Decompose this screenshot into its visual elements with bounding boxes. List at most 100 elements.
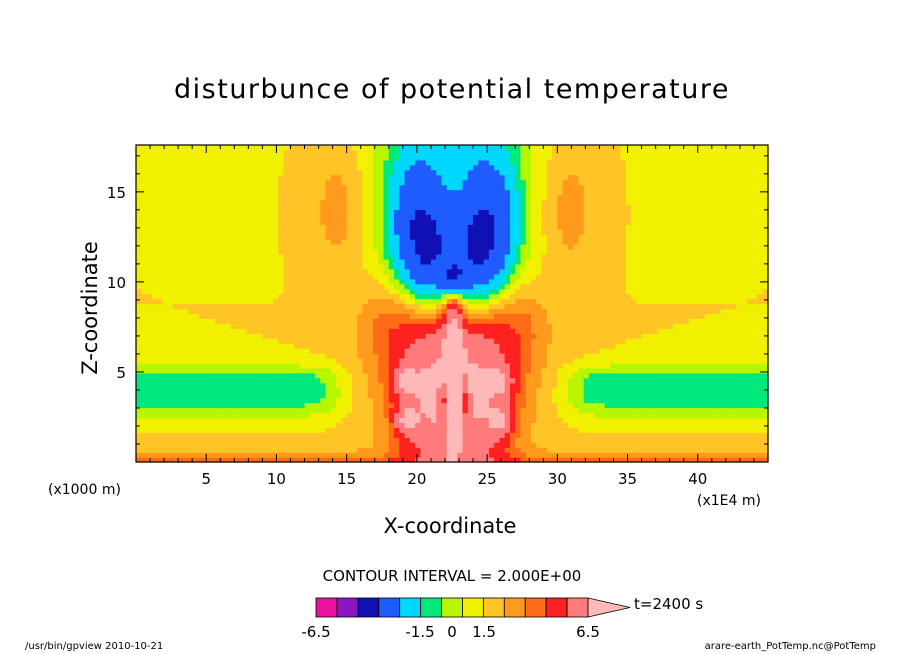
- heatmap-cell: [199, 432, 206, 438]
- heatmap-cell: [378, 377, 385, 384]
- heatmap-cell: [283, 392, 290, 399]
- heatmap-cell: [715, 362, 722, 369]
- heatmap-cell: [741, 417, 748, 423]
- heatmap-cell: [409, 457, 416, 463]
- heatmap-cell: [457, 362, 464, 369]
- heatmap-cell: [636, 402, 643, 409]
- heatmap-cell: [546, 308, 553, 314]
- heatmap-cell: [299, 457, 306, 463]
- heatmap-cell: [183, 253, 190, 260]
- heatmap-cell: [515, 367, 522, 374]
- heatmap-cell: [141, 278, 148, 285]
- heatmap-cell: [288, 313, 295, 319]
- heatmap-cell: [162, 387, 169, 394]
- heatmap-cell: [620, 308, 627, 314]
- heatmap-cell: [388, 298, 395, 305]
- heatmap-cell: [599, 283, 606, 290]
- heatmap-cell: [383, 258, 390, 265]
- heatmap-cell: [251, 442, 258, 448]
- heatmap-cell: [172, 268, 179, 275]
- heatmap-cell: [525, 353, 532, 359]
- heatmap-cell: [720, 372, 727, 379]
- heatmap-cell: [557, 353, 564, 359]
- heatmap-cell: [604, 417, 611, 423]
- heatmap-cell: [357, 417, 364, 423]
- heatmap-cell: [288, 273, 295, 280]
- heatmap-cell: [167, 283, 174, 290]
- heatmap-cell: [494, 417, 500, 423]
- heatmap-cell: [283, 328, 290, 334]
- heatmap-cell: [488, 338, 495, 344]
- heatmap-cell: [278, 353, 285, 359]
- heatmap-cell: [351, 258, 358, 265]
- heatmap-cell: [667, 367, 674, 374]
- heatmap-cell: [304, 422, 311, 428]
- heatmap-cell: [178, 422, 184, 428]
- heatmap-cell: [272, 333, 279, 339]
- heatmap-cell: [278, 323, 285, 329]
- heatmap-cell: [473, 437, 479, 443]
- heatmap-cell: [341, 427, 348, 433]
- heatmap-cell: [673, 367, 680, 374]
- heatmap-cell: [188, 328, 195, 334]
- heatmap-cell: [367, 298, 374, 305]
- heatmap-cell: [420, 397, 427, 404]
- heatmap-cell: [483, 303, 490, 310]
- heatmap-cell: [236, 273, 242, 280]
- heatmap-cell: [715, 288, 722, 295]
- heatmap-cell: [531, 263, 537, 270]
- heatmap-cell: [446, 258, 453, 265]
- heatmap-cell: [673, 407, 680, 414]
- heatmap-cell: [657, 417, 664, 423]
- heatmap-cell: [267, 313, 274, 319]
- heatmap-cell: [336, 308, 342, 314]
- heatmap-cell: [172, 298, 179, 305]
- heatmap-cell: [315, 372, 321, 379]
- heatmap-cell: [415, 298, 421, 305]
- heatmap-cell: [467, 288, 474, 295]
- heatmap-cell: [588, 392, 595, 399]
- heatmap-cell: [499, 387, 506, 394]
- heatmap-cell: [762, 397, 769, 404]
- heatmap-cell: [136, 273, 142, 280]
- heatmap-cell: [315, 253, 321, 260]
- heatmap-cell: [610, 407, 616, 414]
- heatmap-cell: [146, 367, 153, 374]
- heatmap-cell: [136, 283, 142, 290]
- heatmap-cell: [373, 377, 379, 384]
- heatmap-cell: [731, 432, 737, 438]
- heatmap-cell: [536, 362, 543, 369]
- heatmap-cell: [325, 323, 332, 329]
- heatmap-cell: [357, 412, 364, 419]
- heatmap-cell: [646, 382, 653, 389]
- heatmap-cell: [325, 392, 332, 399]
- heatmap-cell: [383, 447, 390, 453]
- heatmap-cell: [689, 452, 695, 458]
- heatmap-cell: [683, 348, 690, 354]
- heatmap-cell: [262, 407, 269, 414]
- heatmap-cell: [225, 387, 232, 394]
- heatmap-cell: [683, 397, 690, 404]
- heatmap-cell: [488, 417, 495, 423]
- heatmap-cell: [136, 372, 142, 379]
- heatmap-cell: [341, 447, 348, 453]
- heatmap-cell: [246, 357, 253, 364]
- heatmap-cell: [346, 258, 353, 265]
- heatmap-cell: [183, 417, 190, 423]
- heatmap-cell: [320, 313, 327, 319]
- heatmap-cell: [683, 268, 690, 275]
- heatmap-cell: [752, 412, 759, 419]
- heatmap-cell: [299, 258, 306, 265]
- heatmap-cell: [425, 318, 432, 324]
- heatmap-cell: [620, 437, 627, 443]
- heatmap-cell: [304, 447, 311, 453]
- heatmap-cell: [209, 348, 216, 354]
- heatmap-cell: [167, 343, 174, 349]
- heatmap-cell: [525, 457, 532, 463]
- heatmap-cell: [552, 293, 558, 300]
- heatmap-cell: [457, 447, 464, 453]
- heatmap-cell: [488, 343, 495, 349]
- heatmap-cell: [388, 372, 395, 379]
- heatmap-cell: [178, 412, 184, 419]
- heatmap-cell: [304, 343, 311, 349]
